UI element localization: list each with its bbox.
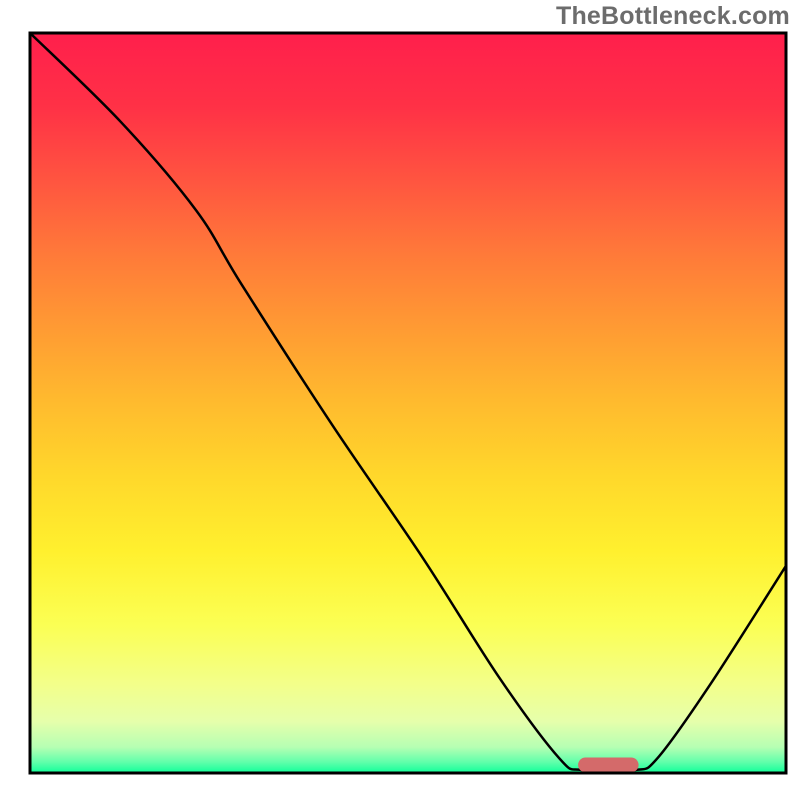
- chart-background: [30, 33, 786, 773]
- optimal-zone-marker: [578, 757, 638, 772]
- bottleneck-chart: [0, 0, 800, 800]
